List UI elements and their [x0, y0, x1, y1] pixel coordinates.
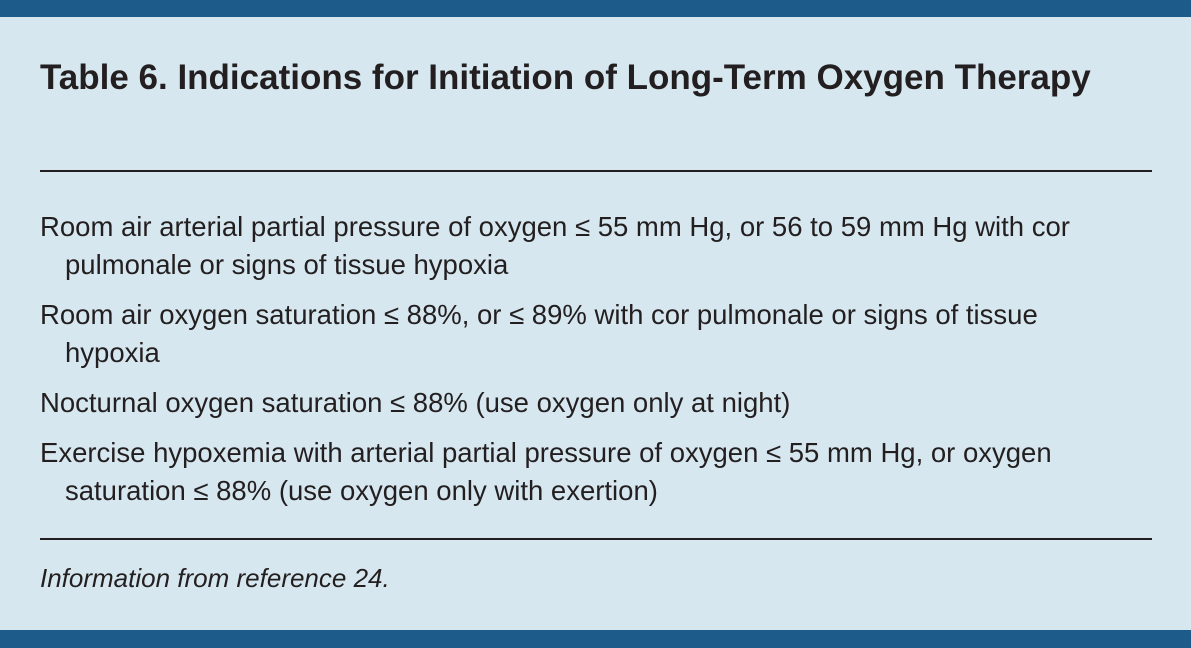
rule: [40, 538, 1152, 540]
bottom-bar: [0, 630, 1191, 648]
indication: Exercise hypoxemia with arterial partial…: [40, 437, 1052, 506]
rule: [40, 170, 1152, 172]
top-bar: [0, 0, 1191, 17]
indication: Nocturnal oxygen saturation ≤ 88% (use o…: [40, 387, 791, 418]
indication: Room air oxygen saturation ≤ 88%, or ≤ 8…: [40, 299, 1038, 368]
indication-list: Room air arterial partial pressure of ox…: [40, 208, 1135, 522]
indication: Room air arterial partial pressure of ox…: [40, 211, 1070, 280]
source-note: Information from reference 24.: [40, 563, 390, 593]
table-title: Table 6. Indications for Initiation of L…: [40, 58, 1091, 97]
